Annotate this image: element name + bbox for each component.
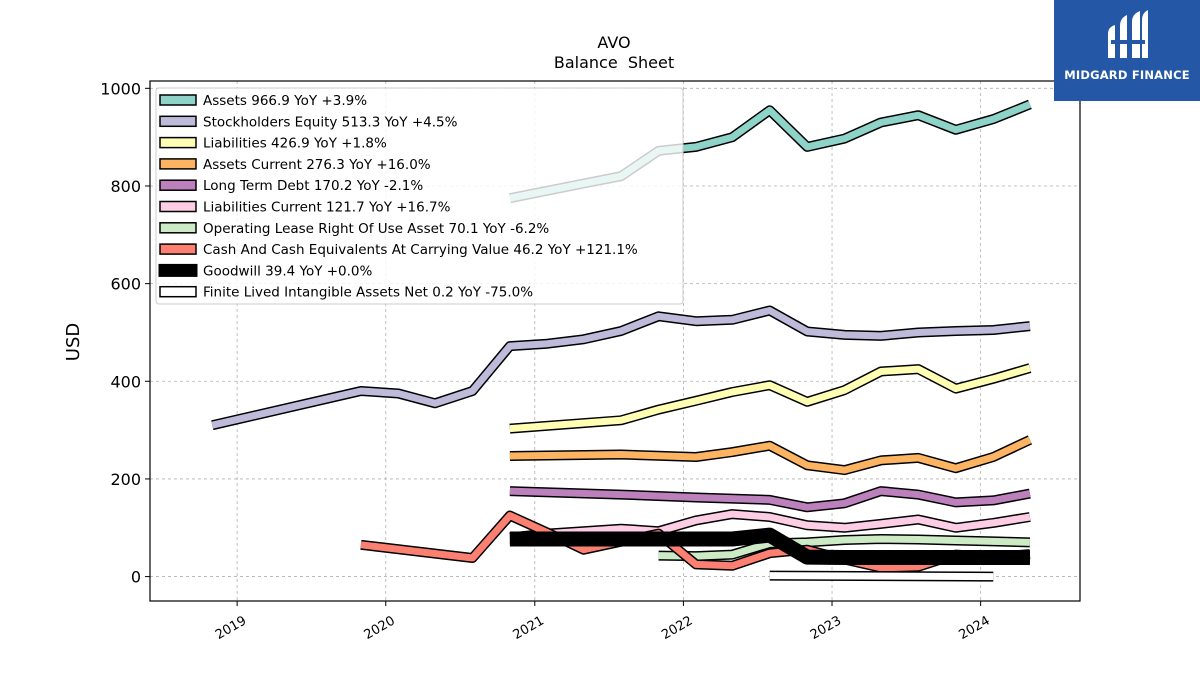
series-lines	[211, 99, 1033, 582]
legend-label: Operating Lease Right Of Use Asset 70.1 …	[203, 221, 549, 237]
series-stroke	[769, 572, 994, 581]
midgard-finance-logo: MIDGARD FINANCE	[1054, 0, 1200, 101]
legend-swatch	[159, 200, 197, 213]
legend-swatch	[159, 243, 197, 255]
y-tick-label: 0	[131, 568, 141, 587]
series-stroke	[211, 307, 1031, 429]
series-line	[211, 305, 1031, 431]
series-stroke	[658, 535, 1030, 560]
legend-label: Liabilities 426.9 YoY +1.8%	[203, 136, 387, 152]
series-line	[658, 534, 1031, 562]
y-tick-label: 400	[110, 372, 141, 391]
series-stroke	[509, 436, 1032, 474]
legend-label: Stockholders Equity 513.3 YoY +4.5%	[203, 114, 458, 130]
legend-label: Cash And Cash Equivalents At Carrying Va…	[203, 242, 638, 258]
logo-mark-icon	[1108, 10, 1148, 58]
series-line	[769, 570, 994, 582]
legend-label: Assets Current 276.3 YoY +16.0%	[203, 157, 431, 173]
x-tick-label: 2019	[213, 613, 249, 643]
chart-title: AVO	[597, 33, 630, 52]
legend-label: Liabilities Current 121.7 YoY +16.7%	[203, 200, 451, 216]
series-stroke	[509, 364, 1031, 433]
legend-swatch	[159, 285, 197, 298]
series-stroke	[509, 510, 1031, 541]
legend-label: Goodwill 39.4 YoY +0.0%	[203, 263, 373, 279]
legend-swatch	[159, 136, 197, 149]
legend-swatch	[159, 179, 197, 191]
legend-label: Assets 966.9 YoY +3.9%	[203, 93, 367, 109]
legend: Assets 966.9 YoY +3.9% Stockholders Equit…	[155, 87, 684, 305]
x-tick-label: 2021	[511, 613, 547, 643]
series-line	[509, 435, 1033, 476]
x-tick-label: 2023	[808, 613, 844, 643]
y-tick-label: 800	[110, 177, 141, 196]
legend-swatch	[159, 94, 197, 106]
x-tick-label: 2024	[956, 613, 992, 643]
series-stroke	[509, 529, 1030, 564]
series-stroke	[509, 487, 1031, 511]
legend-swatch	[159, 222, 197, 234]
chart-subtitle: Balance Sheet	[554, 53, 674, 72]
y-tick-label: 200	[110, 470, 141, 489]
series-line	[509, 509, 1031, 543]
legend-label: Finite Lived Intangible Assets Net 0.2 Y…	[203, 285, 533, 301]
x-tick-label: 2022	[659, 613, 695, 643]
plot-frame	[149, 80, 1081, 602]
series-line	[509, 527, 1030, 565]
logo-text: MIDGARD FINANCE	[1064, 68, 1190, 82]
legend-box	[155, 87, 684, 305]
legend-swatch	[158, 263, 198, 277]
y-tick-label: 1000	[100, 79, 141, 98]
legend-swatch	[159, 158, 197, 170]
y-axis-label: USD	[63, 323, 84, 361]
legend-label: Long Term Debt 170.2 YoY -2.1%	[203, 178, 423, 194]
legend-swatch	[159, 115, 197, 128]
series-line	[509, 363, 1032, 434]
series-line	[509, 486, 1031, 513]
x-tick-label: 2020	[362, 613, 398, 643]
y-tick-label: 600	[110, 275, 141, 294]
